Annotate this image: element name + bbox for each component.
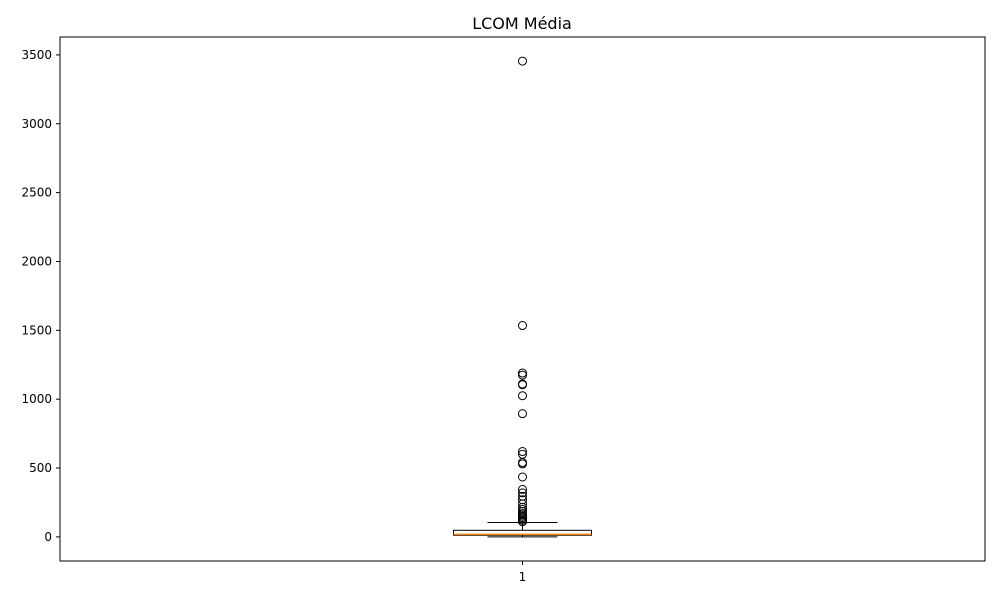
y-tick-label: 2000 [21,254,52,268]
y-tick-label: 1000 [21,392,52,406]
outlier-point [518,409,527,419]
outlier-point [518,484,527,494]
plot-frame [59,36,986,562]
y-tick-label: 500 [29,461,52,475]
y-tick-label: 3500 [21,48,52,62]
outlier-point [518,380,527,390]
boxplot-group [453,56,592,538]
y-tick-label: 0 [44,530,52,544]
x-tick-label: 1 [519,570,527,584]
outlier-point [518,321,527,331]
chart-title: LCOM Média [472,14,572,33]
x-axis: 1 [519,561,527,584]
outlier-point [518,447,527,457]
outlier-point [518,368,527,378]
box-iqr [453,529,592,536]
outlier-point [518,488,527,498]
y-tick-label: 2500 [21,186,52,200]
outlier-point [518,370,527,380]
outlier-point [518,56,527,66]
outlier-point [518,391,527,401]
outlier-point [518,517,527,527]
y-axis: 0 500 1000 1500 2000 2500 3000 3500 [21,48,60,544]
y-tick-label: 1500 [21,323,52,337]
outlier-point [518,472,527,482]
outlier-point [518,459,527,469]
y-tick-label: 3000 [21,117,52,131]
